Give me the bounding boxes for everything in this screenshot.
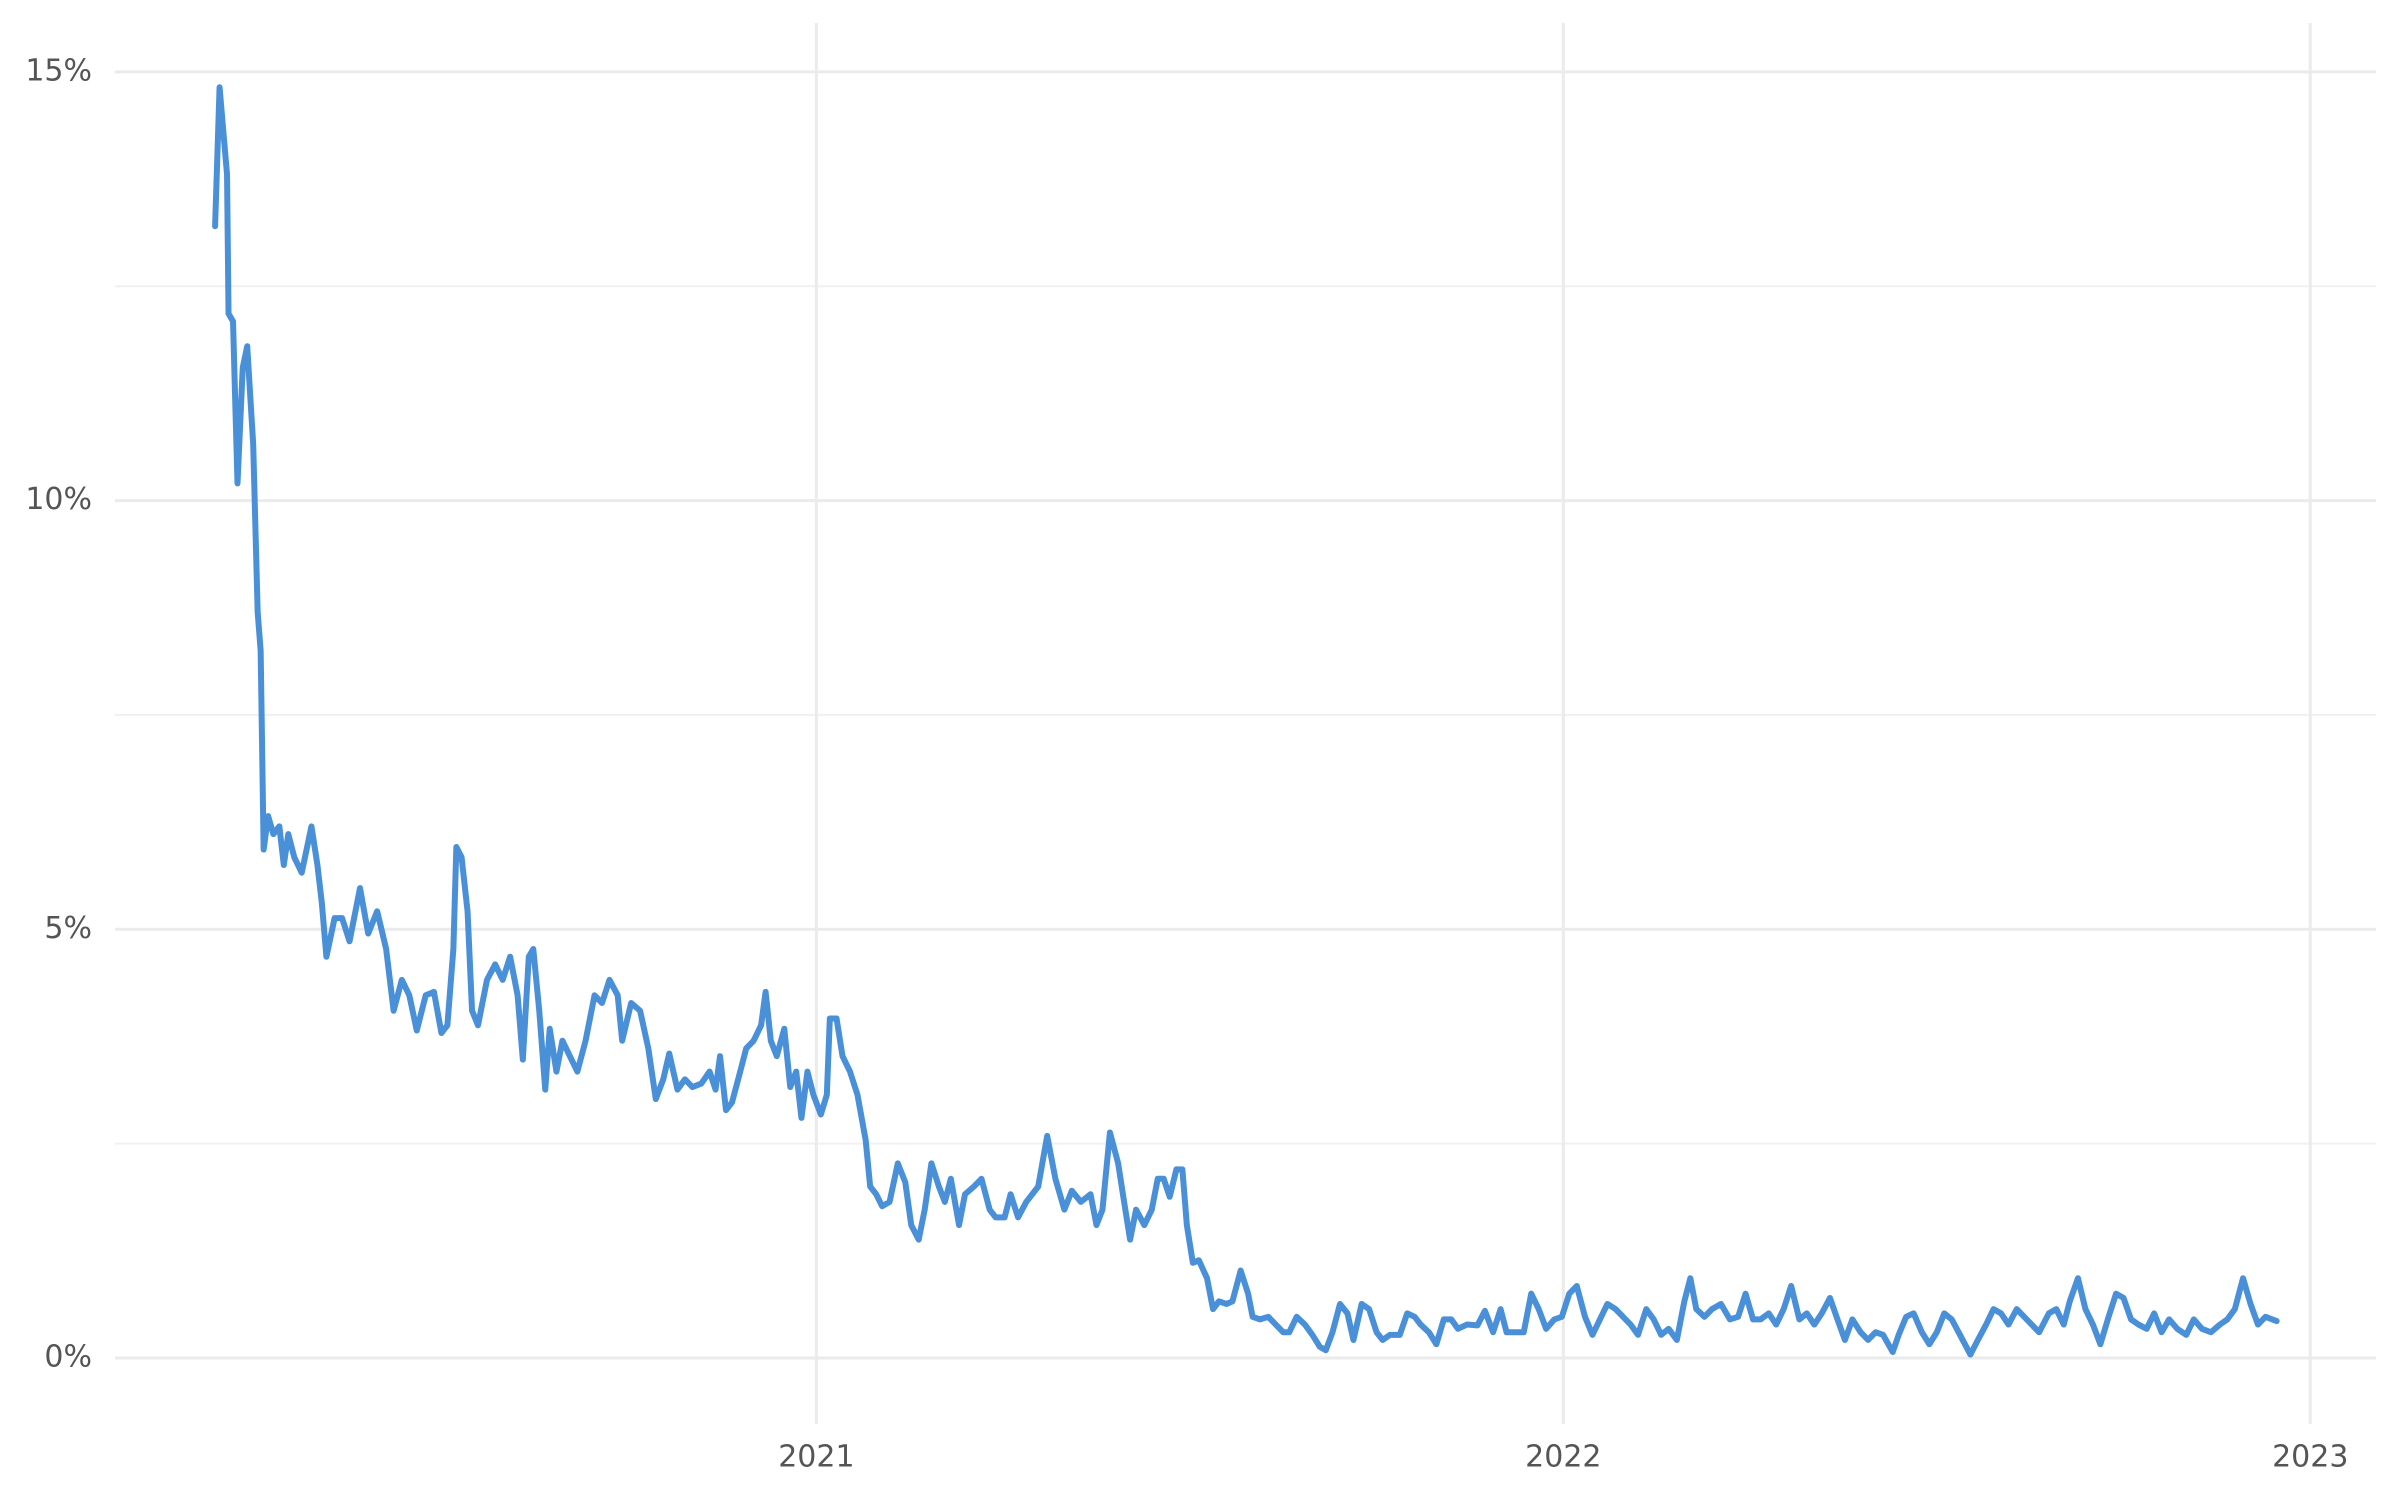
- x-tick-label: 2021: [778, 1440, 854, 1475]
- data-line: [212, 84, 2280, 1358]
- y-tick-label: 10%: [25, 482, 92, 517]
- y-tick-label: 15%: [25, 53, 92, 88]
- y-tick-label: 0%: [44, 1339, 92, 1374]
- x-tick-label: 2023: [2272, 1440, 2348, 1475]
- y-tick-label: 5%: [44, 911, 92, 946]
- x-tick-label: 2022: [1525, 1440, 1601, 1475]
